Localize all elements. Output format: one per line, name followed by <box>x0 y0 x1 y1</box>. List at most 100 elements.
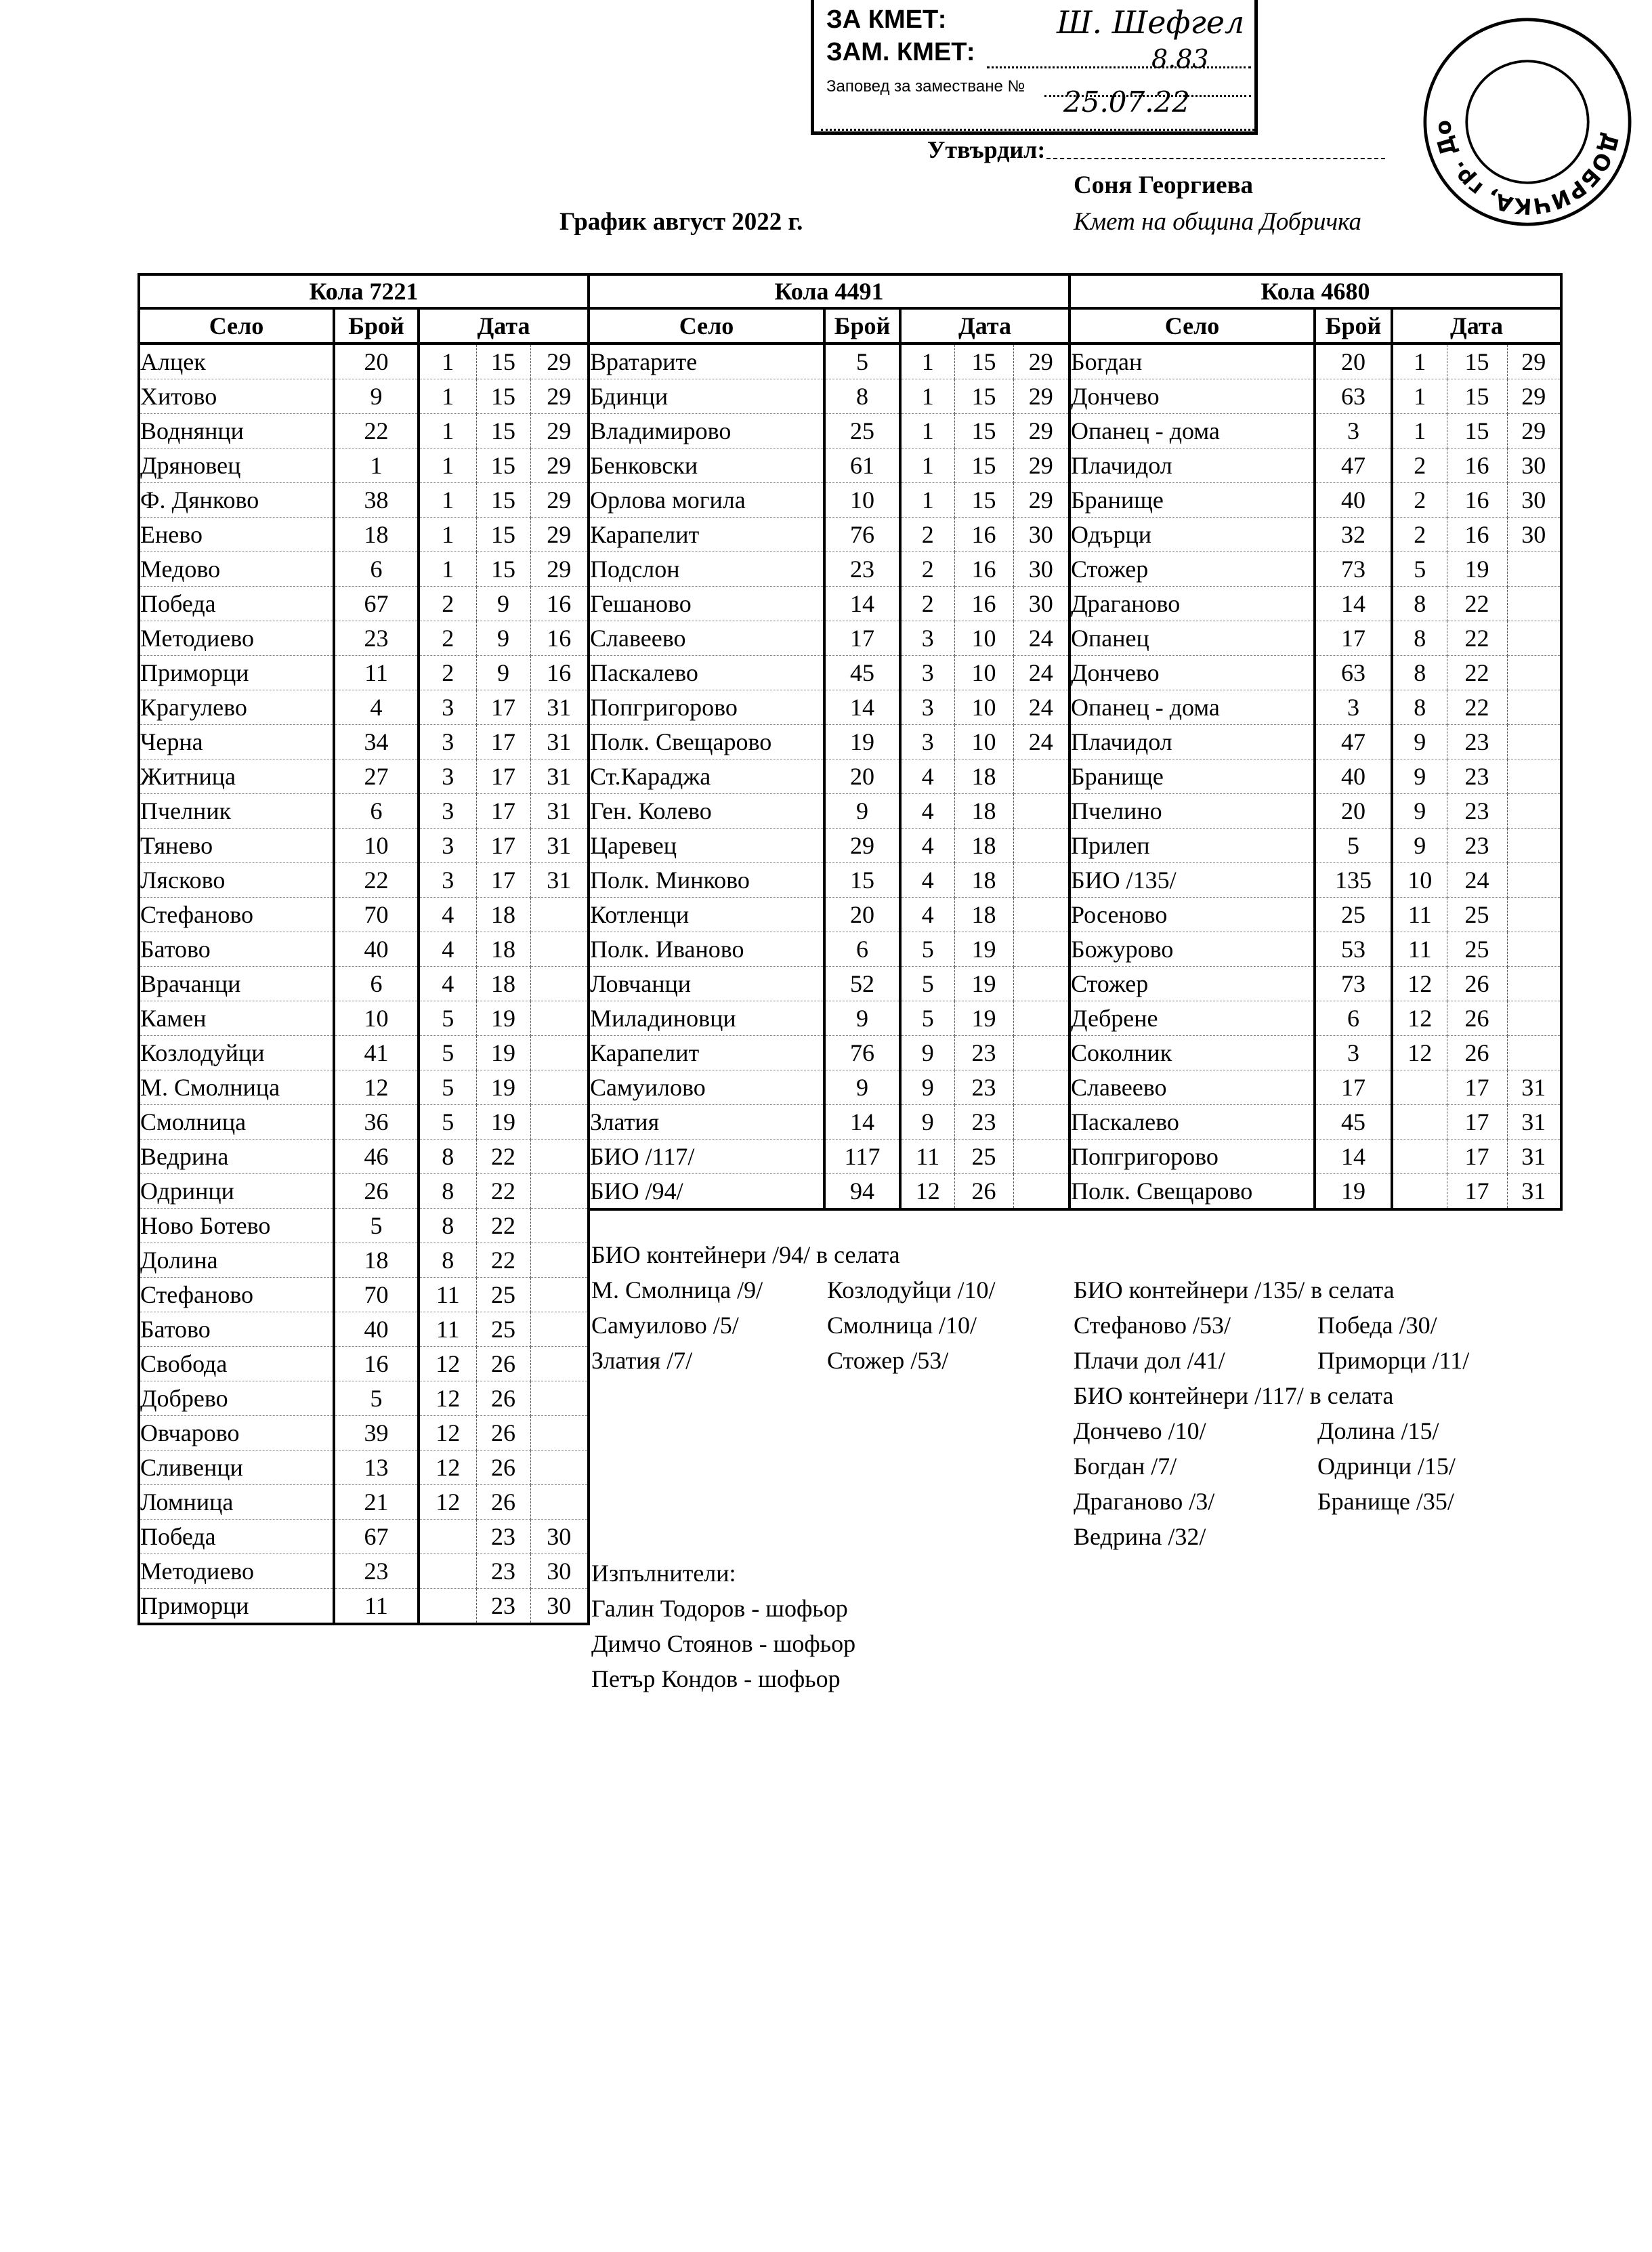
village-name: БИО /94/ <box>587 1173 826 1211</box>
date-1: 1 <box>419 551 477 587</box>
count: 36 <box>334 1104 420 1140</box>
village-name: Победа <box>137 1519 335 1554</box>
date-1: 4 <box>900 862 955 898</box>
count: 26 <box>334 1173 420 1209</box>
date-3: 29 <box>1013 448 1072 483</box>
table-row: Сливенци 13 12 26 <box>137 1450 591 1485</box>
date-1: 8 <box>419 1208 477 1243</box>
bio-container-village: Одринци /15/ <box>1317 1453 1456 1480</box>
count: 135 <box>1315 862 1393 898</box>
table-row: БИО /117/117 11 25 <box>587 1139 1072 1174</box>
date-2: 22 <box>476 1243 531 1278</box>
date-3: 30 <box>1507 482 1563 518</box>
date-3: 31 <box>1507 1173 1563 1211</box>
village-name: Соколник <box>1068 1035 1316 1070</box>
village-name: Ломница <box>137 1484 335 1520</box>
date-3 <box>1507 793 1563 829</box>
column-header-date: Дата <box>898 307 1072 345</box>
table-row: Богдан 20 1 15 29 <box>1068 343 1563 379</box>
date-1: 1 <box>1392 413 1447 449</box>
table-row: Царевец 29 4 18 <box>587 828 1072 863</box>
date-2: 16 <box>1447 448 1508 483</box>
municipal-seal: ДОБРИЧКА, гр. Добрич <box>1412 7 1632 226</box>
date-1: 8 <box>419 1243 477 1278</box>
stamp-line-mayor: ЗА КМЕТ: <box>826 5 947 34</box>
date-3: 24 <box>1013 690 1072 725</box>
count: 39 <box>334 1415 420 1451</box>
date-2: 16 <box>954 517 1014 552</box>
count: 9 <box>334 379 420 414</box>
table-row: Енево 18 1 15 29 <box>137 517 591 552</box>
date-1: 8 <box>419 1173 477 1209</box>
date-3: 29 <box>1013 343 1072 379</box>
date-1: 4 <box>900 793 955 829</box>
date-1: 11 <box>1392 897 1447 932</box>
table-row: Божурово 53 11 25 <box>1068 932 1563 967</box>
date-2: 23 <box>1447 724 1508 759</box>
count: 5 <box>334 1381 420 1416</box>
date-2: 19 <box>954 966 1014 1001</box>
date-2: 16 <box>1447 517 1508 552</box>
count: 67 <box>334 586 420 621</box>
date-2: 19 <box>476 1070 531 1105</box>
date-1: 3 <box>419 690 477 725</box>
schedule-table-car-1: Кола 7221 Село Брой Дата Алцек 20 1 15 29 Хитово 9… <box>137 273 591 1625</box>
date-2: 15 <box>1447 343 1508 379</box>
date-1: 8 <box>1392 655 1447 690</box>
date-1: 11 <box>419 1312 477 1347</box>
village-name: Плачидол <box>1068 448 1316 483</box>
table-row: Лясково 22 3 17 31 <box>137 862 591 898</box>
date-3 <box>1013 932 1072 967</box>
date-3 <box>1507 1035 1563 1070</box>
table-row: Ловчанци 52 5 19 <box>587 966 1072 1001</box>
date-2: 16 <box>954 551 1014 587</box>
date-1: 12 <box>900 1173 955 1211</box>
date-2: 23 <box>1447 828 1508 863</box>
date-2: 19 <box>954 932 1014 967</box>
count: 61 <box>824 448 902 483</box>
count: 94 <box>824 1173 902 1211</box>
table-row: Соколник 3 12 26 <box>1068 1035 1563 1070</box>
date-1: 9 <box>900 1070 955 1105</box>
count: 1 <box>334 448 420 483</box>
count: 5 <box>334 1208 420 1243</box>
date-1: 11 <box>900 1139 955 1174</box>
count: 14 <box>824 586 902 621</box>
signature-line <box>1046 158 1385 159</box>
count: 18 <box>334 517 420 552</box>
bio-container-village: Дончево /10/ <box>1074 1417 1206 1444</box>
count: 73 <box>1315 551 1393 587</box>
table-row: Миладиновци 9 5 19 <box>587 1001 1072 1036</box>
table-row: Подслон 23 2 16 30 <box>587 551 1072 587</box>
date-1: 4 <box>419 897 477 932</box>
bio-containers-heading: БИО контейнери /117/ в селата <box>1074 1382 1394 1409</box>
column-header-count: Брой <box>333 307 420 345</box>
date-1: 8 <box>1392 621 1447 656</box>
table-row: Полк. Свещарово 19 3 10 24 <box>587 724 1072 759</box>
date-3 <box>530 1035 591 1070</box>
date-1: 9 <box>1392 828 1447 863</box>
count: 52 <box>824 966 902 1001</box>
date-1: 5 <box>900 966 955 1001</box>
date-3 <box>530 1450 591 1485</box>
table-row: Долина 18 8 22 <box>137 1243 591 1278</box>
count: 14 <box>1315 1139 1393 1174</box>
date-2: 26 <box>1447 1001 1508 1036</box>
handwritten-order-number: 8.83 <box>1151 44 1209 74</box>
date-2: 17 <box>476 793 531 829</box>
count: 9 <box>824 1070 902 1105</box>
mayor-name: Соня Георгиева <box>1074 171 1254 199</box>
count: 20 <box>1315 793 1393 829</box>
date-2: 23 <box>954 1104 1014 1140</box>
date-2: 22 <box>476 1139 531 1174</box>
date-3 <box>1507 551 1563 587</box>
column-header-count: Брой <box>1313 307 1393 345</box>
count: 10 <box>334 1001 420 1036</box>
date-3: 31 <box>1507 1104 1563 1140</box>
date-2: 22 <box>1447 586 1508 621</box>
village-name: Дончево <box>1068 655 1316 690</box>
village-name: Ловчанци <box>587 966 826 1001</box>
table-row: Орлова могила 10 1 15 29 <box>587 482 1072 518</box>
date-2: 18 <box>954 862 1014 898</box>
date-3: 16 <box>530 655 591 690</box>
